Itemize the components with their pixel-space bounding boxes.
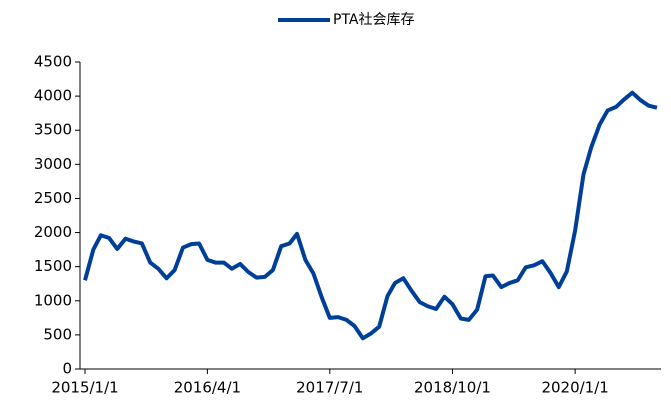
x-tick-label: 2017/7/1 bbox=[296, 379, 363, 397]
x-tick-label: 2020/1/1 bbox=[541, 379, 608, 397]
y-tick-label: 0 bbox=[62, 360, 72, 378]
y-tick-label: 2500 bbox=[34, 189, 72, 207]
x-tick-label: 2016/4/1 bbox=[174, 379, 241, 397]
x-tick-label: 2015/1/1 bbox=[51, 379, 118, 397]
y-tick-label: 500 bbox=[43, 325, 72, 343]
legend-label: PTA社会库存 bbox=[333, 12, 414, 28]
y-tick-label: 4500 bbox=[34, 53, 72, 71]
y-tick-label: 4000 bbox=[34, 87, 72, 105]
y-tick-label: 3500 bbox=[34, 121, 72, 139]
y-tick-label: 1500 bbox=[34, 257, 72, 275]
y-tick-label: 2000 bbox=[34, 223, 72, 241]
x-tick-label: 2018/10/1 bbox=[414, 379, 491, 397]
y-tick-label: 1000 bbox=[34, 291, 72, 309]
y-tick-label: 3000 bbox=[34, 155, 72, 173]
line-series bbox=[83, 90, 658, 341]
